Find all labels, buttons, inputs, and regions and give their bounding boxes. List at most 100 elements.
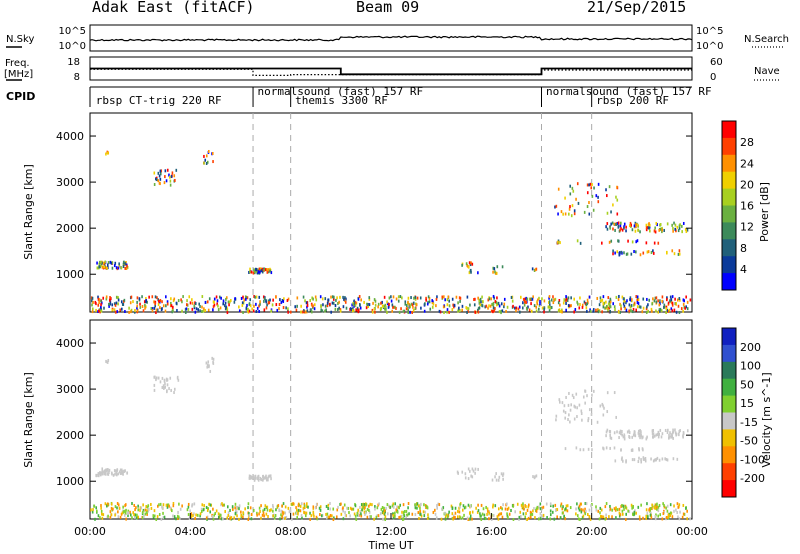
echo-cell (333, 516, 335, 520)
echo-cell (124, 509, 126, 513)
echo-cell (668, 436, 670, 440)
echo-cell (158, 513, 161, 517)
echo-cell (242, 310, 244, 314)
echo-cell (262, 295, 265, 299)
echo-cell (313, 514, 315, 518)
echo-cell (206, 365, 209, 369)
echo-cell (574, 308, 577, 312)
echo-cell (444, 517, 447, 521)
echo-cell (165, 304, 167, 308)
echo-cell (609, 300, 612, 304)
echo-cell (361, 505, 364, 509)
echo-cell (236, 514, 238, 518)
echo-cell (154, 304, 157, 308)
echo-cell (169, 376, 172, 380)
echo-cell (160, 517, 163, 521)
echo-cell (605, 446, 608, 450)
echo-cell (454, 506, 457, 510)
echo-cell (598, 517, 601, 521)
echo-cell (381, 300, 383, 304)
echo-cell (142, 503, 144, 507)
echo-cell (402, 309, 405, 313)
echo-cell (531, 297, 534, 301)
echo-cell (193, 512, 195, 516)
echo-cell (671, 295, 674, 299)
echo-cell (111, 266, 114, 270)
echo-cell (91, 510, 94, 514)
echo-cell (629, 221, 632, 225)
echo-cell (198, 302, 201, 306)
echo-cell (396, 505, 398, 509)
echo-cell (646, 305, 648, 309)
echo-cell (368, 303, 371, 307)
echo-cell (359, 505, 361, 509)
echo-cell (132, 300, 134, 304)
echo-cell (409, 310, 411, 314)
echo-cell (606, 211, 609, 215)
echo-cell (655, 309, 657, 313)
echo-cell (247, 517, 250, 521)
echo-cell (658, 504, 661, 508)
echo-cell (423, 503, 425, 507)
echo-cell (253, 268, 255, 272)
echo-cell (538, 517, 540, 521)
echo-cell (635, 250, 637, 254)
colorbar-segment (722, 378, 736, 397)
echo-cell (315, 515, 318, 519)
freq-tick-bottom: 8 (74, 72, 80, 83)
echo-cell (588, 295, 591, 299)
echo-cell (338, 306, 340, 310)
echo-cell (459, 505, 461, 509)
echo-cell (469, 303, 471, 307)
echo-cell (160, 169, 163, 173)
echo-cell (272, 298, 274, 302)
echo-cell (107, 468, 109, 472)
echo-cell (571, 204, 574, 208)
echo-cell (374, 505, 376, 509)
echo-cell (161, 376, 164, 380)
echo-cell (469, 469, 471, 473)
echo-cell (332, 507, 335, 511)
echo-cell (678, 226, 681, 230)
echo-cell (311, 296, 313, 300)
echo-cell (383, 506, 385, 510)
echo-cell (492, 505, 494, 509)
echo-cell (623, 251, 625, 255)
echo-cell (300, 310, 302, 314)
echo-cell (672, 436, 674, 440)
echo-cell (110, 471, 113, 475)
echo-cell (356, 308, 359, 312)
echo-cell (340, 502, 342, 506)
echo-cell (414, 513, 417, 517)
echo-cell (686, 509, 688, 513)
echo-cell (302, 295, 305, 299)
echo-cell (586, 394, 588, 398)
echo-cell (170, 509, 173, 513)
echo-cell (637, 228, 640, 232)
echo-cell (595, 505, 597, 509)
echo-cell (441, 295, 444, 299)
echo-cell (392, 513, 394, 517)
echo-cell (205, 154, 208, 158)
echo-cell (425, 298, 427, 302)
echo-cell (669, 295, 672, 299)
echo-cell (610, 210, 612, 214)
echo-cell (377, 305, 379, 309)
echo-cell (374, 303, 377, 307)
echo-cell (296, 296, 299, 300)
echo-cell (165, 503, 168, 507)
echo-cell (300, 304, 302, 308)
echo-cell (602, 413, 605, 417)
echo-cell (397, 505, 399, 509)
echo-cell (406, 513, 409, 517)
echo-cell (139, 508, 141, 512)
echo-cell (350, 307, 353, 311)
echo-cell (563, 515, 565, 519)
echo-cell (579, 518, 581, 522)
echo-cell (136, 304, 139, 308)
echo-cell (163, 379, 166, 383)
echo-cell (528, 308, 531, 312)
echo-cell (124, 262, 127, 266)
echo-cell (471, 475, 474, 479)
echo-cell (477, 503, 479, 507)
